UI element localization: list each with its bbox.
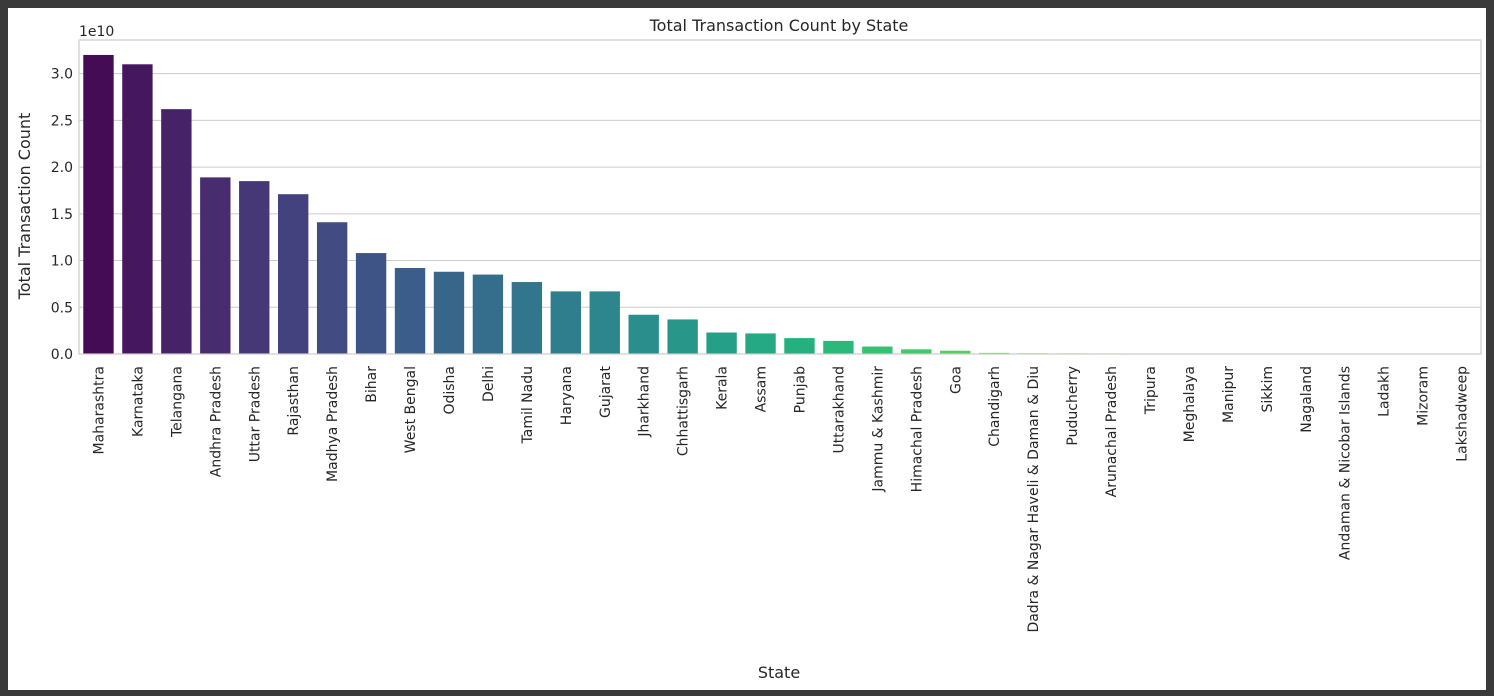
y-tick-label: 2.0 <box>51 160 73 176</box>
x-tick-label: Nagaland <box>1299 366 1315 433</box>
bar <box>239 181 270 354</box>
x-tick-label: Odisha <box>442 366 458 415</box>
bar <box>278 194 309 354</box>
chart-canvas: Total Transaction Count by State 1e10 To… <box>8 8 1486 690</box>
bar <box>784 338 815 354</box>
x-tick-label: Assam <box>754 366 770 412</box>
grid <box>79 73 1481 308</box>
x-tick-label: Goa <box>948 366 964 394</box>
y-tick-label: 3.0 <box>51 67 73 83</box>
x-tick-label: Uttarakhand <box>831 366 847 453</box>
bar <box>823 340 854 354</box>
bar <box>667 319 698 354</box>
bar <box>940 350 971 354</box>
x-tick-label: Jharkhand <box>637 366 653 438</box>
bar <box>200 177 231 354</box>
bar <box>628 314 659 354</box>
x-tick-label: Dadra & Nagar Haveli & Daman & Diu <box>1026 366 1042 633</box>
x-tick-label: Kerala <box>715 366 731 410</box>
x-tick-label: Puducherry <box>1065 366 1081 446</box>
x-tick-label: Punjab <box>792 366 808 413</box>
bar <box>589 291 620 354</box>
x-tick-label: Himachal Pradesh <box>909 366 925 492</box>
bar <box>472 274 504 354</box>
x-tick-label: Rajasthan <box>286 366 302 436</box>
bar <box>355 253 387 354</box>
x-tick-label: Bihar <box>364 366 380 403</box>
x-tick-label: Manipur <box>1221 366 1237 423</box>
bar <box>161 109 192 355</box>
bars <box>83 54 1477 355</box>
x-tick-label: Andaman & Nicobar Islands <box>1338 366 1354 560</box>
x-tick-label: Chandigarh <box>987 366 1003 447</box>
y-tick-label: 0.5 <box>51 300 73 316</box>
x-tick-label: Uttar Pradesh <box>247 366 263 462</box>
bar <box>316 222 348 354</box>
x-tick-label: Karnataka <box>130 366 146 437</box>
bar <box>745 333 776 354</box>
x-tick-label: Arunachal Pradesh <box>1104 366 1120 497</box>
x-axis-label: State <box>758 663 800 682</box>
bar <box>550 291 581 354</box>
x-tick-label: Tamil Nadu <box>520 366 536 445</box>
x-tick-label: Sikkim <box>1260 366 1276 413</box>
x-tick-label: Andhra Pradesh <box>208 366 224 477</box>
bar <box>433 271 465 354</box>
bar <box>83 54 114 354</box>
x-tick-label: Haryana <box>559 366 575 425</box>
y-tick-label: 1.5 <box>51 207 73 223</box>
chart-title: Total Transaction Count by State <box>649 16 909 35</box>
bar <box>511 282 543 354</box>
y-tick-label: 0.0 <box>51 347 73 363</box>
x-tick-label: Mizoram <box>1416 366 1432 426</box>
x-tick-label: Maharashtra <box>91 366 107 454</box>
x-tick-label: Telangana <box>169 366 185 438</box>
x-tick-label: West Bengal <box>403 366 419 453</box>
bar <box>901 349 932 354</box>
bar-chart: Total Transaction Count by State 1e10 To… <box>15 16 1482 682</box>
y-axis-label: Total Transaction Count <box>15 113 34 301</box>
y-tick-label: 1.0 <box>51 254 73 270</box>
bar <box>862 346 893 354</box>
y-ticks: 0.0 0.5 1.0 1.5 2.0 2.5 3.0 <box>51 67 73 363</box>
bar <box>122 64 153 355</box>
x-tick-label: Chhattisgarh <box>676 366 692 456</box>
x-tick-label: Madhya Pradesh <box>325 366 341 482</box>
x-tick-label: Gujarat <box>598 365 614 418</box>
x-tick-label: Jammu & Kashmir <box>870 366 886 493</box>
x-tick-label: Tripura <box>1143 366 1159 415</box>
x-tick-label: Lakshadweep <box>1455 366 1471 462</box>
y-axis-offset-label: 1e10 <box>79 24 114 40</box>
x-tick-label: Ladakh <box>1377 366 1393 417</box>
x-tick-label: Delhi <box>481 366 497 402</box>
bar <box>706 332 737 354</box>
y-tick-label: 2.5 <box>51 113 73 129</box>
x-tick-label: Meghalaya <box>1182 366 1198 442</box>
x-ticks: Maharashtra Karnataka Telangana Andhra Prad… <box>91 365 1470 632</box>
plot-frame <box>78 39 1482 355</box>
bar <box>394 268 426 354</box>
